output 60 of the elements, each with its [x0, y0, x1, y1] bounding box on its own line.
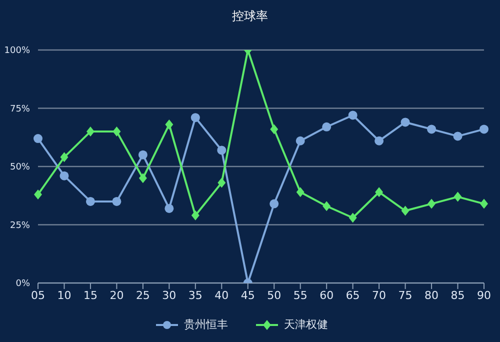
x-tick-label: 90: [477, 288, 491, 302]
x-tick-label: 20: [110, 288, 124, 302]
x-tick-label: 30: [162, 288, 176, 302]
point: [112, 196, 122, 206]
point: [322, 122, 332, 132]
point: [138, 173, 147, 184]
point: [348, 212, 357, 223]
point: [296, 187, 304, 198]
point: [60, 152, 68, 162]
point: [60, 171, 69, 180]
x-tick-label: 80: [424, 288, 439, 302]
chart-title: 控球率: [231, 8, 269, 25]
point: [454, 192, 462, 202]
y-tick-label: 25%: [10, 220, 30, 231]
x-tick-label: 75: [398, 288, 412, 302]
y-tick-label: 0%: [16, 279, 30, 290]
x-tick-label: 50: [267, 288, 282, 302]
point: [270, 124, 278, 134]
point: [112, 126, 121, 137]
point: [348, 110, 358, 120]
point: [400, 118, 410, 127]
y-tick-label: 100%: [4, 46, 30, 56]
legend-label: 天津权健: [283, 317, 328, 332]
x-tick-label: 70: [372, 288, 386, 302]
point: [375, 187, 384, 198]
point: [428, 198, 436, 209]
point: [296, 136, 305, 146]
x-tick-label: 65: [346, 288, 360, 302]
point: [138, 150, 148, 160]
point: [34, 189, 42, 200]
point: [374, 136, 384, 146]
x-tick-label: 45: [240, 288, 255, 302]
x-tick-label: 40: [214, 288, 229, 302]
x-tick-label: 10: [57, 288, 72, 302]
point: [218, 178, 226, 188]
x-tick-label: 85: [450, 288, 465, 302]
x-tick-label: 05: [31, 288, 45, 302]
point: [427, 124, 436, 134]
x-tick-label: 35: [188, 288, 202, 302]
x-tick-label: 15: [83, 288, 98, 302]
point: [165, 120, 174, 130]
point: [191, 210, 200, 220]
x-tick-label: 60: [320, 288, 334, 302]
point: [34, 134, 42, 144]
legend-label: 贵州恒丰: [183, 317, 228, 332]
point: [190, 113, 200, 122]
point: [86, 196, 95, 206]
point: [270, 199, 279, 208]
point: [322, 201, 331, 212]
point: [217, 146, 226, 155]
point: [164, 204, 174, 213]
point: [86, 126, 94, 137]
x-tick-label: 55: [293, 288, 308, 302]
point: [453, 132, 462, 141]
point: [401, 206, 410, 216]
y-tick-label: 75%: [10, 104, 30, 114]
point: [480, 124, 488, 134]
point: [480, 198, 488, 209]
x-tick-label: 25: [136, 288, 150, 302]
y-tick-label: 50%: [10, 162, 30, 173]
